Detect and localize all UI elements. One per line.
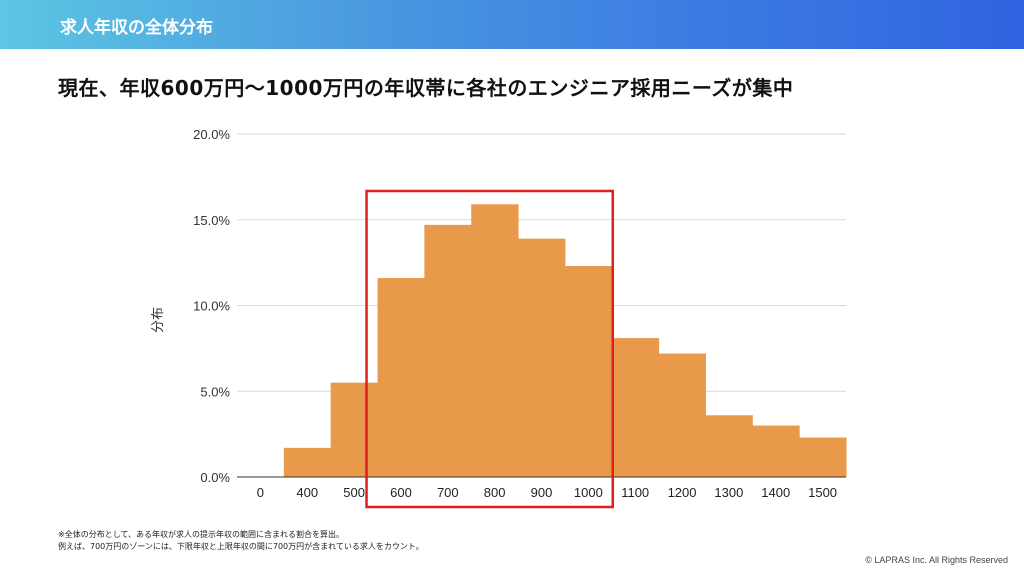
header-title: 求人年収の全体分布 <box>60 18 213 38</box>
x-tick-label: 0 <box>257 485 264 500</box>
x-tick-label: 700 <box>437 485 459 500</box>
histogram-bar <box>658 353 706 477</box>
header-bar: 求人年収の全体分布 <box>0 0 1024 49</box>
histogram-bar <box>799 437 847 477</box>
y-axis-label: 分布 <box>151 307 166 333</box>
histogram-bar <box>705 415 753 477</box>
y-tick-label: 10.0% <box>193 299 230 314</box>
y-tick-label: 15.0% <box>193 213 230 228</box>
page-subtitle: 現在、年収600万円〜1000万円の年収帯に各社のエンジニア採用ニーズが集中 <box>58 76 794 100</box>
histogram-bar <box>283 447 332 477</box>
x-tick-label: 1500 <box>808 485 837 500</box>
x-tick-label: 1400 <box>761 485 790 500</box>
y-tick-label: 20.0% <box>193 127 230 142</box>
histogram-bar <box>752 425 800 477</box>
x-tick-label: 1000 <box>574 485 603 500</box>
y-tick-label: 0.0% <box>200 470 230 485</box>
x-tick-label: 400 <box>296 485 318 500</box>
y-tick-label: 5.0% <box>200 384 230 399</box>
x-tick-label: 1100 <box>621 485 649 500</box>
histogram-bar <box>564 266 613 477</box>
histogram-bar <box>471 204 519 477</box>
histogram-bar <box>611 338 660 477</box>
footnote-1: ※全体の分布として、ある年収が求人の提示年収の範囲に含まれる割合を算出。 <box>58 530 345 539</box>
x-tick-label: 800 <box>484 485 506 500</box>
copyright: © LAPRAS Inc. All Rights Reserved <box>865 555 1008 565</box>
histogram-bar <box>424 224 472 477</box>
x-tick-label: 1200 <box>668 485 697 500</box>
x-tick-label: 900 <box>531 485 553 500</box>
footnote-2: 例えば、700万円のゾーンには、下限年収と上限年収の間に700万円が含まれている… <box>58 542 424 551</box>
histogram-bar <box>518 238 566 477</box>
histogram-bar <box>377 278 425 477</box>
x-tick-label: 500 <box>343 485 365 500</box>
x-tick-label: 600 <box>390 485 412 500</box>
histogram-bar <box>330 382 379 477</box>
x-tick-label: 1300 <box>714 485 743 500</box>
highlight-box <box>365 189 615 509</box>
